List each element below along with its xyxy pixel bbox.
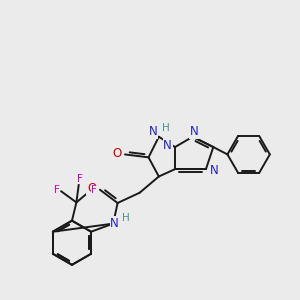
Text: O: O bbox=[112, 147, 122, 160]
Text: N: N bbox=[190, 125, 199, 138]
Text: F: F bbox=[54, 185, 60, 195]
Text: H: H bbox=[162, 123, 170, 133]
Text: N: N bbox=[210, 164, 219, 177]
Text: F: F bbox=[77, 174, 83, 184]
Text: O: O bbox=[87, 182, 96, 195]
Text: H: H bbox=[122, 213, 129, 223]
Text: N: N bbox=[163, 139, 172, 152]
Text: F: F bbox=[91, 185, 97, 195]
Text: N: N bbox=[149, 125, 158, 138]
Text: N: N bbox=[110, 217, 119, 230]
